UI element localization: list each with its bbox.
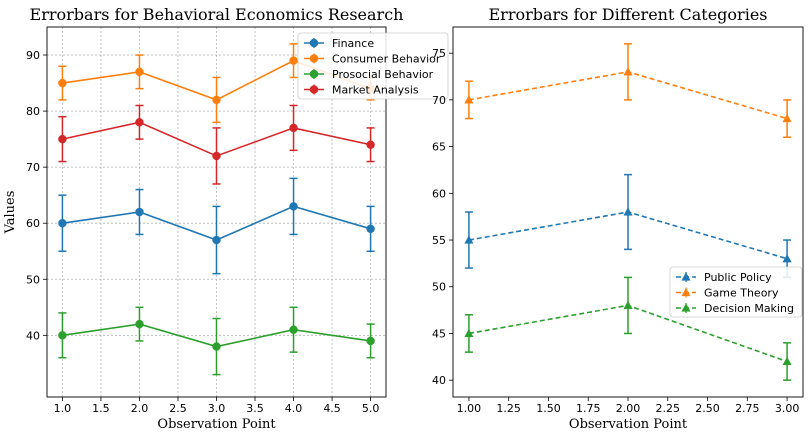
legend-marker bbox=[309, 38, 319, 48]
legend-item: Decision Making bbox=[676, 302, 794, 315]
y-tick-label: 40 bbox=[26, 329, 40, 342]
legend-item: Consumer Behavior bbox=[304, 53, 441, 66]
legend-item: Game Theory bbox=[676, 287, 779, 300]
legend-marker bbox=[309, 69, 319, 79]
series-market-analysis bbox=[58, 104, 375, 185]
legend-label: Decision Making bbox=[704, 302, 794, 315]
y-tick-label: 55 bbox=[432, 234, 446, 247]
data-point bbox=[58, 134, 67, 144]
legend-item: Prosocial Behavior bbox=[304, 68, 434, 81]
x-tick-label: 2.00 bbox=[616, 402, 641, 415]
legend-box bbox=[669, 266, 803, 318]
y-tick-label: 90 bbox=[26, 49, 40, 62]
x-tick-label: 3.5 bbox=[246, 402, 264, 415]
legend-box bbox=[297, 32, 449, 100]
x-tick-label: 1.50 bbox=[536, 402, 561, 415]
legend-label: Finance bbox=[332, 37, 374, 50]
legend-item: Market Analysis bbox=[304, 84, 419, 97]
x-tick-label: 2.75 bbox=[735, 402, 760, 415]
data-point bbox=[58, 331, 67, 340]
legend-marker bbox=[681, 272, 691, 281]
legend-marker bbox=[681, 287, 691, 297]
data-point bbox=[289, 325, 298, 334]
x-tick-label: 5.0 bbox=[362, 402, 380, 415]
data-point bbox=[782, 113, 792, 123]
data-point bbox=[212, 235, 221, 245]
left-chart-panel: 1.0 1.5 2.0 2.5 3.0 3.5 4.0 4.5 5.0 40 50 60 70 80 90 E… bbox=[3, 5, 449, 432]
data-point bbox=[289, 202, 298, 211]
x-tick-label: 1.75 bbox=[576, 402, 601, 415]
legend-label: Consumer Behavior bbox=[332, 53, 441, 66]
legend-item: Finance bbox=[304, 37, 374, 50]
data-point bbox=[782, 254, 792, 263]
x-axis-label: Observation Point bbox=[569, 417, 688, 432]
data-point bbox=[135, 207, 144, 217]
y-tick-label: 40 bbox=[432, 374, 446, 387]
legend-item: Public Policy bbox=[676, 271, 772, 284]
legend-label: Public Policy bbox=[704, 271, 772, 284]
series-public-policy bbox=[464, 173, 792, 279]
x-tick-label: 2.25 bbox=[656, 402, 681, 415]
data-point bbox=[212, 151, 221, 161]
series-finance bbox=[58, 177, 375, 275]
chart-title: Errorbars for Different Categories bbox=[489, 5, 768, 24]
data-point bbox=[135, 67, 144, 77]
data-point bbox=[289, 123, 298, 133]
data-point bbox=[366, 140, 375, 149]
y-tick-label: 60 bbox=[432, 187, 446, 200]
x-tick-label: 4.0 bbox=[285, 402, 303, 415]
series-decision-making bbox=[464, 276, 792, 381]
y-axis-label: Values bbox=[3, 191, 18, 235]
x-tick-label: 4.5 bbox=[323, 402, 341, 415]
series-prosocial-behavior bbox=[58, 306, 375, 376]
data-point bbox=[623, 207, 633, 216]
y-tick-label: 50 bbox=[26, 273, 40, 286]
x-tick-label: 1.00 bbox=[457, 402, 482, 415]
legend-label: Prosocial Behavior bbox=[332, 68, 434, 81]
y-tick-label: 50 bbox=[432, 281, 446, 294]
x-axis-label: Observation Point bbox=[157, 417, 276, 432]
data-point bbox=[782, 356, 792, 366]
x-tick-label: 1.5 bbox=[92, 402, 110, 415]
data-point bbox=[135, 118, 144, 127]
right-chart-panel: 1.00 1.25 1.50 1.75 2.00 2.25 2.50 2.75 3.00 40 45… bbox=[432, 5, 804, 432]
data-point bbox=[464, 235, 474, 244]
legend-marker bbox=[309, 85, 319, 94]
y-tick-label: 65 bbox=[432, 141, 446, 154]
legend-label: Market Analysis bbox=[332, 84, 419, 97]
x-tick-label: 1.25 bbox=[496, 402, 521, 415]
x-tick-label: 2.50 bbox=[695, 402, 720, 415]
data-point bbox=[623, 300, 633, 310]
legend: Public Policy Game Theory Decision Making bbox=[669, 266, 803, 318]
y-tick-label: 70 bbox=[432, 94, 446, 107]
data-point bbox=[58, 218, 67, 228]
legend-label: Game Theory bbox=[704, 287, 779, 300]
data-point bbox=[366, 336, 375, 346]
y-tick-label: 45 bbox=[432, 327, 446, 340]
data-point bbox=[289, 56, 298, 65]
data-point bbox=[212, 95, 221, 105]
legend: Finance Consumer Behavior Prosocial Behavi… bbox=[297, 32, 449, 100]
x-tick-label: 1.0 bbox=[54, 402, 72, 415]
y-tick-label: 70 bbox=[26, 161, 40, 174]
chart-title: Errorbars for Behavioral Economics Resea… bbox=[30, 5, 404, 24]
legend-marker bbox=[309, 54, 319, 63]
x-tick-label: 2.0 bbox=[131, 402, 149, 415]
data-point bbox=[366, 224, 375, 234]
data-point bbox=[623, 67, 633, 76]
data-point bbox=[58, 78, 67, 88]
y-tick-label: 60 bbox=[26, 217, 40, 230]
data-point bbox=[464, 95, 474, 104]
y-tick-label: 80 bbox=[26, 105, 40, 118]
legend-marker bbox=[681, 303, 691, 312]
data-point bbox=[464, 328, 474, 338]
x-tick-label: 2.5 bbox=[169, 402, 187, 415]
data-point bbox=[212, 342, 221, 351]
x-tick-label: 3.00 bbox=[775, 402, 800, 415]
data-point bbox=[135, 319, 144, 329]
series-game-theory bbox=[464, 43, 792, 139]
y-tick-label: 75 bbox=[432, 47, 446, 60]
x-tick-label: 3.0 bbox=[208, 402, 226, 415]
